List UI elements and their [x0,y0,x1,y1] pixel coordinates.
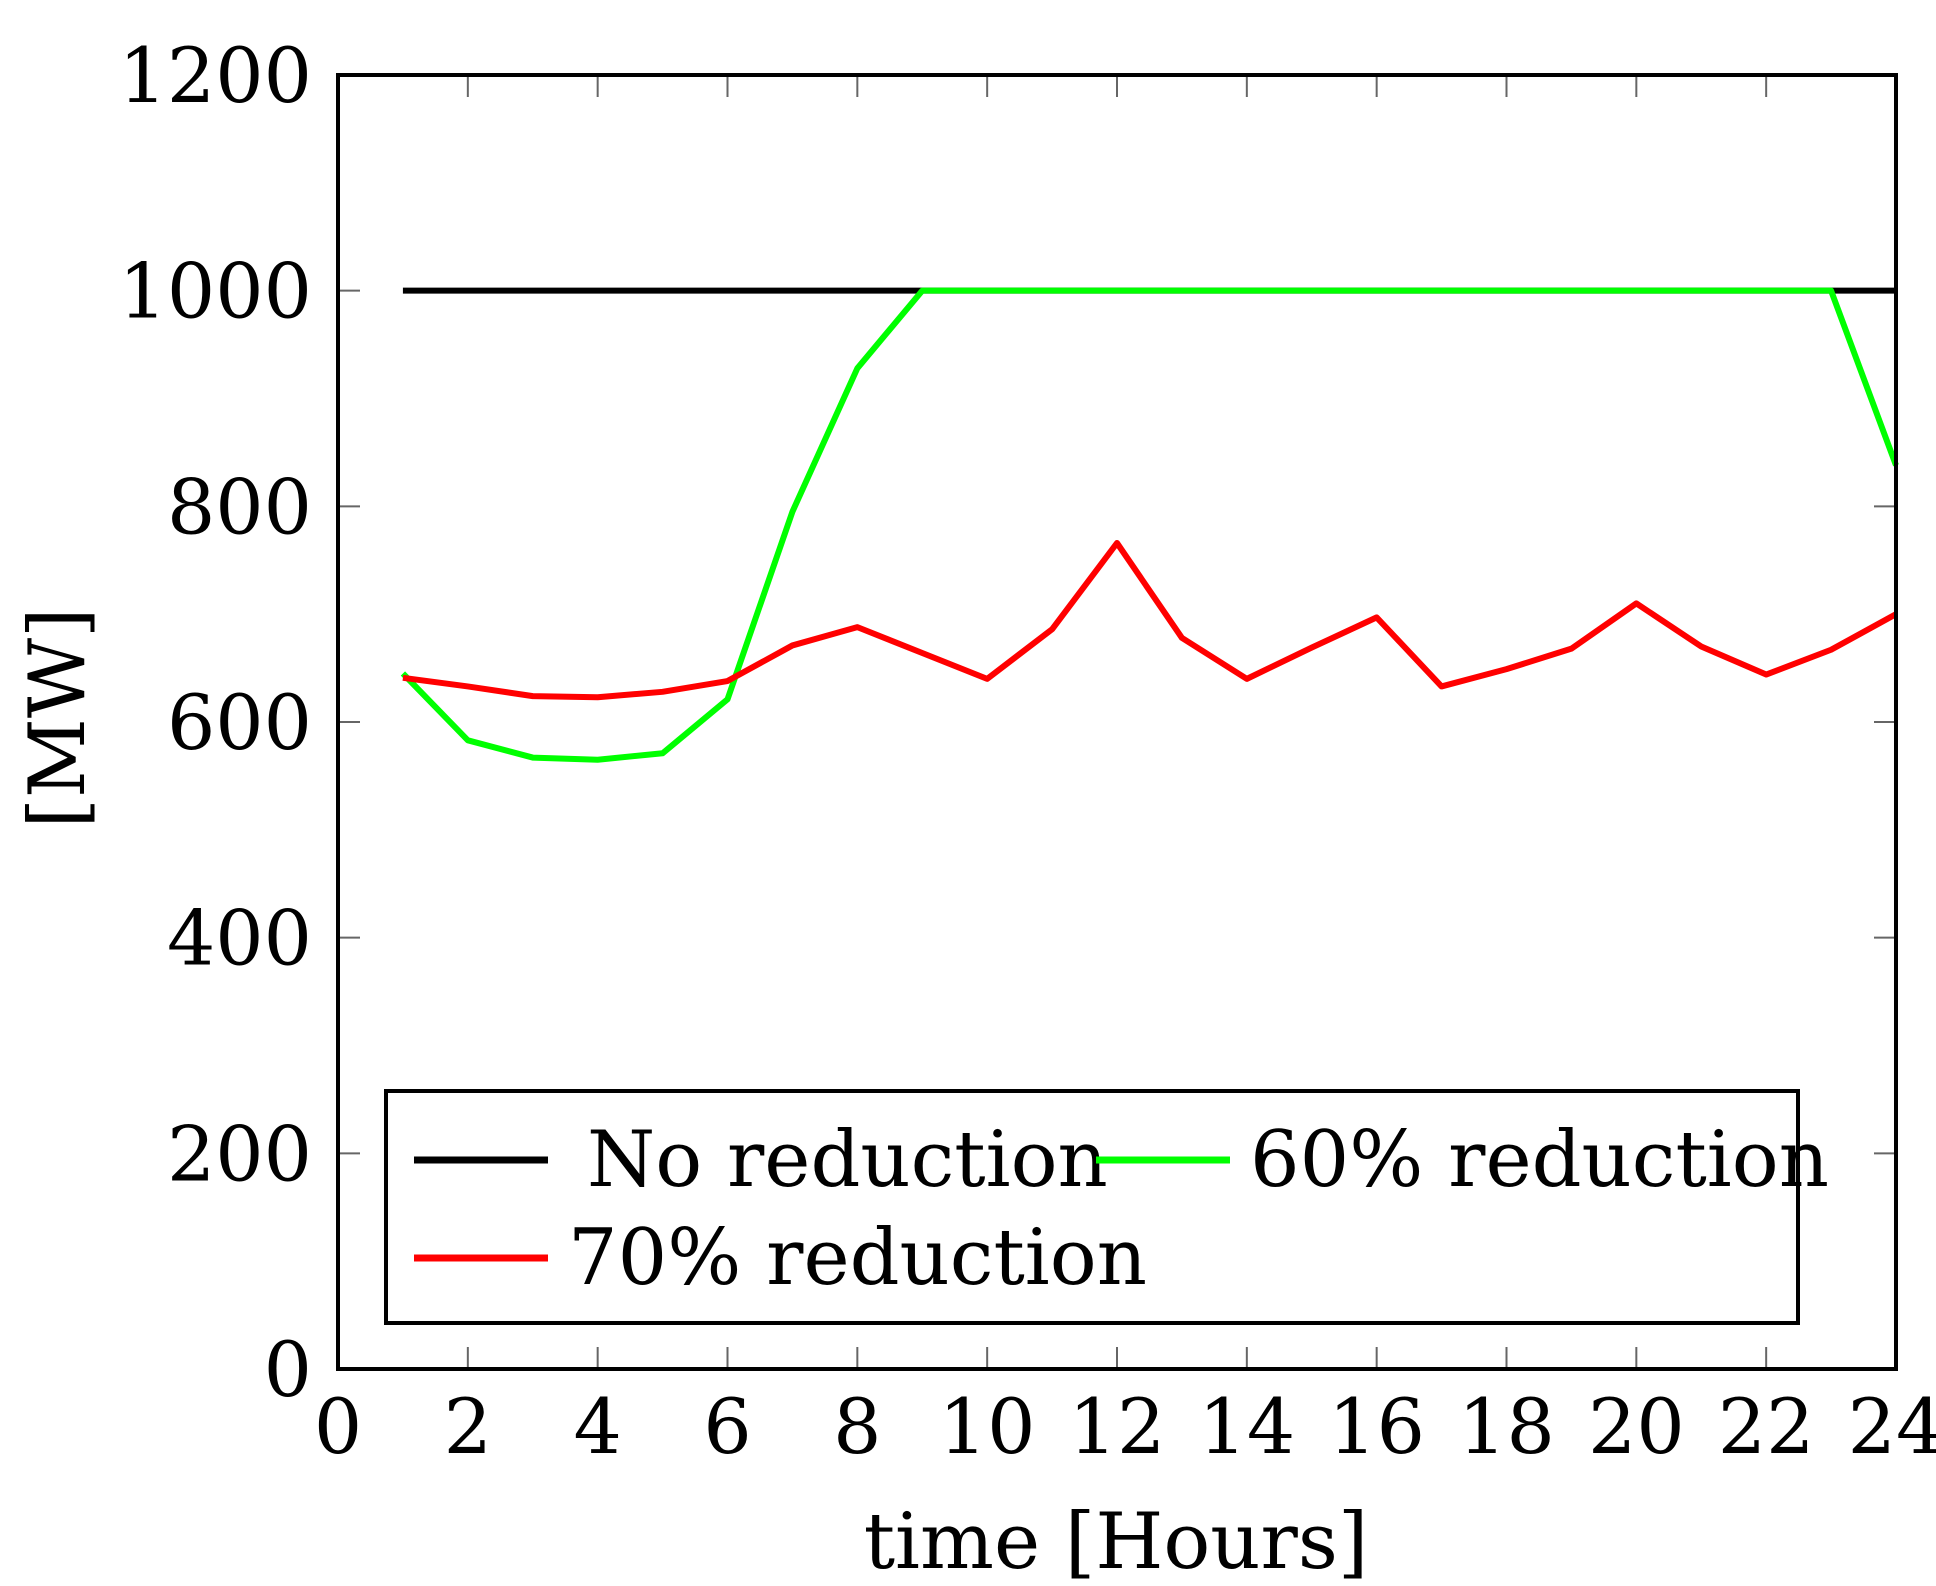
data-series [400,287,1899,763]
legend-label-no-reduction: No reduction [587,1115,1108,1205]
x-axis-label: time [Hours] [864,1497,1369,1586]
x-tick-label-20: 20 [1588,1382,1685,1471]
x-tick-label-10: 10 [939,1382,1036,1471]
series-line-60-reduction [400,287,1899,763]
x-tick-label-16: 16 [1328,1382,1425,1471]
y-tick-label-800: 800 [167,462,312,551]
x-tick-label-8: 8 [833,1382,881,1471]
y-tick-label-400: 400 [167,894,312,983]
x-tick-label-0: 0 [314,1382,362,1471]
y-tick-label-1000: 1000 [119,247,312,336]
x-tick-label-22: 22 [1718,1382,1815,1471]
series-line-70-reduction [402,539,1898,701]
x-tick-label-4: 4 [573,1382,621,1471]
x-tick-label-2: 2 [444,1382,492,1471]
legend-label-60-reduction: 60% reduction [1250,1115,1829,1205]
legend-label-70-reduction: 70% reduction [568,1213,1147,1303]
legend: No reduction 60% reduction 70% reduction [384,1089,1829,1325]
legend-frame [384,1089,1800,1325]
y-axis-label: [MW] [13,608,103,829]
tick-labels: 0 2 4 6 8 10 12 14 16 18 20 22 240200400600800100012… [119,31,1936,1471]
y-tick-label-200: 200 [167,1109,312,1198]
x-tick-label-12: 12 [1069,1382,1166,1471]
y-tick-label-1200: 1200 [119,31,312,120]
x-tick-label-24: 24 [1848,1382,1936,1471]
x-tick-label-6: 6 [703,1382,751,1471]
y-tick-label-600: 600 [167,678,312,767]
y-tick-label-0: 0 [264,1325,312,1414]
plot-area-frame [336,73,1898,1371]
x-tick-label-14: 14 [1198,1382,1295,1471]
x-tick-label-18: 18 [1458,1382,1555,1471]
